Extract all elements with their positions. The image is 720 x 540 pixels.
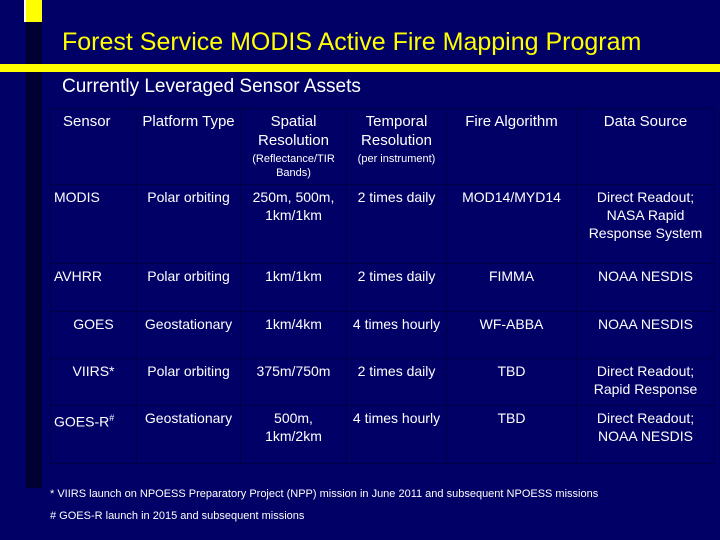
header-temporal-sublabel: (per instrument)	[357, 153, 436, 165]
cell-sensor-footnote-mark: #	[109, 413, 115, 423]
cell-platform: Geostationary	[136, 311, 241, 359]
header-temporal-resolution: Temporal Resolution (per instrument)	[346, 108, 447, 185]
cell-platform: Polar orbiting	[136, 358, 241, 406]
cell-sensor-label: GOES-R	[54, 413, 110, 430]
decorative-horizontal-bar	[0, 64, 720, 72]
cell-algorithm: TBD	[446, 358, 577, 406]
sensor-assets-table: Sensor Platform Type Spatial Resolution …	[50, 108, 715, 464]
cell-spatial: 1km/4km	[240, 311, 347, 359]
footnote-goes-r: # GOES-R launch in 2015 and subsequent m…	[50, 510, 305, 522]
cell-spatial: 1km/1km	[240, 263, 347, 312]
cell-algorithm: FIMMA	[446, 263, 577, 312]
cell-source: Direct Readout; NASA Rapid Response Syst…	[576, 184, 715, 264]
decorative-vertical-line	[24, 0, 26, 22]
cell-source: Direct Readout; NOAA NESDIS	[576, 405, 715, 464]
slide-subtitle: Currently Leveraged Sensor Assets	[62, 76, 361, 97]
header-spatial-label: Spatial Resolution	[258, 113, 329, 149]
cell-sensor: VIIRS*	[50, 358, 137, 406]
header-platform-type: Platform Type	[136, 108, 241, 185]
table-row: GOES Geostationary 1km/4km 4 times hourl…	[50, 311, 715, 359]
slide-title: Forest Service MODIS Active Fire Mapping…	[62, 28, 642, 56]
cell-temporal: 4 times hourly	[346, 405, 447, 464]
cell-platform: Polar orbiting	[136, 263, 241, 312]
cell-spatial: 500m, 1km/2km	[240, 405, 347, 464]
header-temporal-label: Temporal Resolution	[361, 113, 432, 149]
table-row: VIIRS* Polar orbiting 375m/750m 2 times …	[50, 358, 715, 406]
cell-platform: Polar orbiting	[136, 184, 241, 264]
cell-spatial: 375m/750m	[240, 358, 347, 406]
cell-algorithm: WF-ABBA	[446, 311, 577, 359]
header-fire-algorithm: Fire Algorithm	[446, 108, 577, 185]
footnote-viirs: * VIIRS launch on NPOESS Preparatory Pro…	[50, 488, 599, 500]
header-sensor: Sensor	[50, 108, 137, 185]
cell-sensor: GOES	[50, 311, 137, 359]
table-row: GOES-R# Geostationary 500m, 1km/2km 4 ti…	[50, 405, 715, 464]
cell-source: Direct Readout; Rapid Response	[576, 358, 715, 406]
cell-algorithm: MOD14/MYD14	[446, 184, 577, 264]
table-row: MODIS Polar orbiting 250m, 500m, 1km/1km…	[50, 184, 715, 264]
cell-sensor: GOES-R#	[50, 405, 137, 464]
cell-sensor: AVHRR	[50, 263, 137, 312]
decorative-shadow-bar	[26, 22, 42, 488]
decorative-vertical-bar	[24, 0, 42, 22]
cell-spatial: 250m, 500m, 1km/1km	[240, 184, 347, 264]
table-row: AVHRR Polar orbiting 1km/1km 2 times dai…	[50, 263, 715, 312]
header-spatial-sublabel: (Reflectance/TIR Bands)	[252, 153, 335, 179]
cell-source: NOAA NESDIS	[576, 263, 715, 312]
cell-sensor: MODIS	[50, 184, 137, 264]
cell-source: NOAA NESDIS	[576, 311, 715, 359]
cell-temporal: 2 times daily	[346, 358, 447, 406]
header-spatial-resolution: Spatial Resolution (Reflectance/TIR Band…	[240, 108, 347, 185]
cell-temporal: 2 times daily	[346, 184, 447, 264]
cell-temporal: 2 times daily	[346, 263, 447, 312]
cell-algorithm: TBD	[446, 405, 577, 464]
header-data-source: Data Source	[576, 108, 715, 185]
cell-temporal: 4 times hourly	[346, 311, 447, 359]
cell-platform: Geostationary	[136, 405, 241, 464]
table-header-row: Sensor Platform Type Spatial Resolution …	[50, 108, 715, 185]
